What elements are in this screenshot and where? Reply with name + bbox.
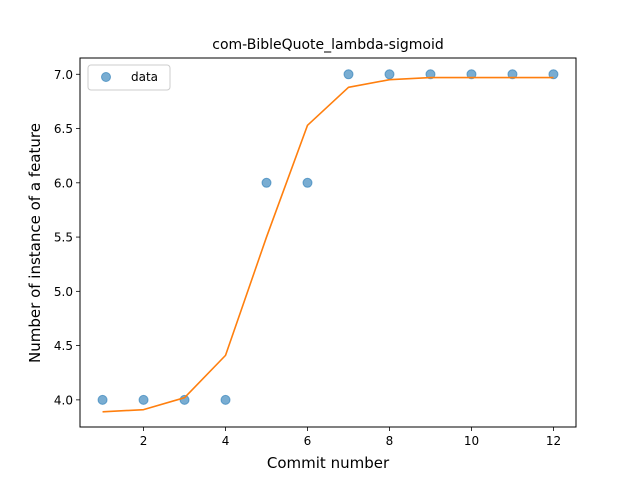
y-tick-label: 5.0 <box>54 285 73 299</box>
x-axis-ticks: 2 4 6 8 10 12 <box>140 427 561 448</box>
y-tick-label: 7.0 <box>54 68 73 82</box>
legend-box <box>87 64 171 91</box>
y-tick-label: 6.0 <box>54 176 73 190</box>
axes-frame <box>79 57 577 428</box>
data-point <box>548 69 559 80</box>
data-point <box>343 69 354 80</box>
y-axis-ticks: 4.0 4.5 5.0 5.5 6.0 6.5 7.0 <box>54 68 80 407</box>
legend-label: data <box>131 70 158 84</box>
data-point <box>466 69 477 80</box>
x-tick-label: 6 <box>304 434 312 448</box>
x-tick-label: 10 <box>464 434 479 448</box>
legend: data <box>87 64 171 91</box>
data-point <box>507 69 518 80</box>
x-tick-label: 2 <box>140 434 148 448</box>
data-point <box>97 394 108 405</box>
y-tick-label: 4.5 <box>54 339 73 353</box>
data-point <box>384 69 395 80</box>
data-point <box>425 69 436 80</box>
data-point <box>302 177 313 188</box>
fit-line <box>102 76 554 413</box>
y-axis-label: Number of instance of a feature <box>26 123 44 363</box>
x-tick-label: 12 <box>546 434 561 448</box>
y-tick-label: 4.0 <box>54 393 73 407</box>
data-point <box>220 394 231 405</box>
data-point <box>138 394 149 405</box>
y-tick-label: 6.5 <box>54 122 73 136</box>
legend-marker <box>101 72 111 82</box>
data-point <box>261 177 272 188</box>
x-axis-label: Commit number <box>267 454 390 472</box>
chart-title: com-BibleQuote_lambda-sigmoid <box>212 37 443 53</box>
x-tick-label: 4 <box>222 434 230 448</box>
x-tick-label: 8 <box>386 434 394 448</box>
y-tick-label: 5.5 <box>54 231 73 245</box>
